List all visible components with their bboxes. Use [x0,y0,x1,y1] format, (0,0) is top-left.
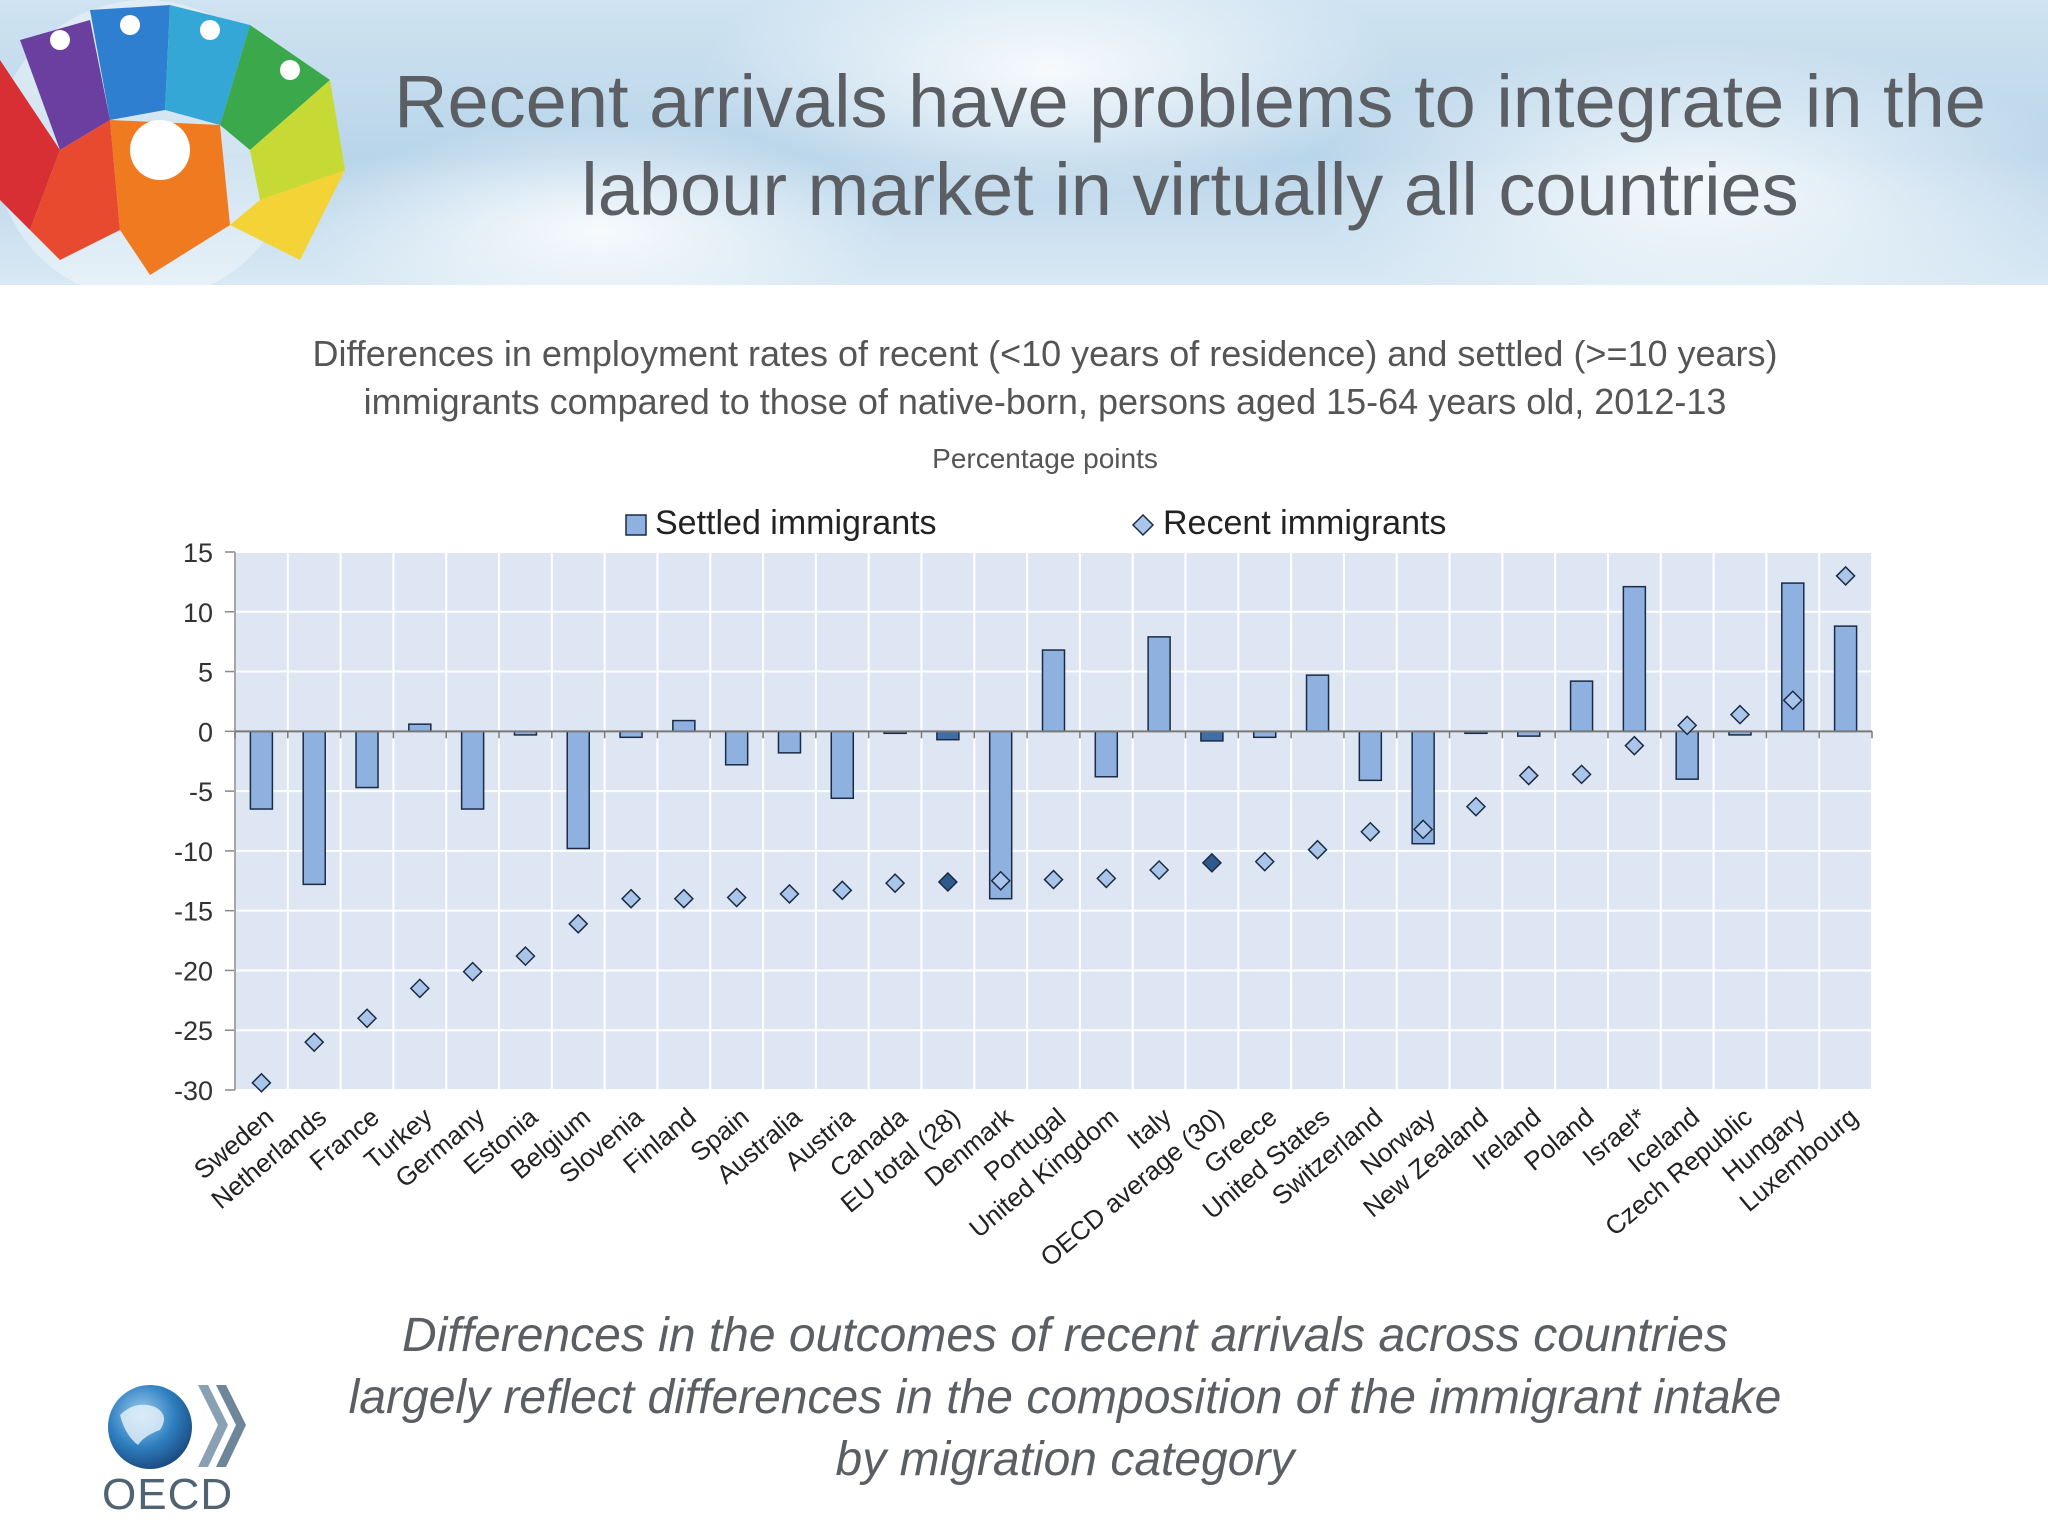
point-recent [1254,851,1275,872]
bar-settled [302,730,326,886]
bar-settled [1147,636,1171,733]
plot-area [235,552,1872,1090]
banner-cloud [300,120,900,285]
y-tick-label: -20 [174,956,213,986]
point-recent [462,961,483,982]
point-recent [1782,690,1803,711]
point-recent [356,1008,378,1029]
bar-settled [830,730,855,800]
banner-cloud [1300,40,2048,285]
point-recent [937,871,958,893]
point-recent [885,873,906,894]
bar-settled [936,730,960,741]
bar-settled [1675,730,1699,780]
bar-settled [566,730,590,850]
point-recent [568,913,589,934]
point-recent [304,1032,325,1053]
y-tick-label: -25 [174,1016,213,1046]
y-tick-label: -10 [174,837,213,867]
point-recent [1043,869,1064,890]
y-tick-label: -30 [174,1076,213,1106]
point-recent [726,887,747,908]
point-recent [251,1072,272,1093]
point-recent [1096,868,1117,889]
bar-settled [1833,625,1858,733]
point-recent [1465,796,1487,817]
point-recent [1201,852,1222,873]
legend-settled-swatch [625,514,647,536]
puzzle-people-logo-icon [0,0,345,285]
point-recent [409,978,430,999]
bar-settled [672,719,696,733]
bar-settled [355,730,379,789]
point-recent [1571,764,1592,785]
point-recent [1149,859,1170,881]
point-recent [1835,565,1856,586]
point-recent [1360,821,1381,842]
slide-title-line: labour market in virtually all countries [581,148,1799,231]
point-recent [1518,765,1539,786]
point-recent [990,870,1011,891]
bar-settled [777,730,802,754]
chart-subtitle-line: immigrants compared to those of native-b… [363,381,1727,422]
point-recent [515,946,536,967]
y-tick-label: -15 [174,897,213,927]
slide-title-line: Recent arrivals have problems to integra… [394,60,1986,143]
point-recent [1624,735,1645,756]
chart-subtitle-line: Differences in employment rates of recen… [312,333,1778,374]
header-banner: Recent arrivals have problems to integra… [0,0,2048,285]
bar-settled [460,730,485,810]
point-recent [673,888,694,909]
chart-subtitle: Differences in employment rates of recen… [160,330,1930,426]
y-tick-label: -5 [189,777,213,807]
oecd-globe-logo-icon [108,1385,246,1469]
slide-conclusion-line: largely reflect differences in the compo… [348,1371,1782,1424]
y-tick-label: 0 [198,717,213,747]
bar-settled [1569,680,1594,733]
slide-conclusion-line: Differences in the outcomes of recent ar… [402,1309,1728,1362]
chart-unit-label: Percentage points [932,443,1158,474]
bar-settled [408,723,432,733]
legend-settled-label: Settled immigrants [655,504,937,542]
bar-settled [1358,730,1383,782]
y-tick-label: 5 [198,658,213,688]
point-recent [1729,704,1751,725]
bar-settled [1041,649,1066,733]
point-recent [779,883,800,904]
slide-conclusion: Differences in the outcomes of recent ar… [260,1305,1870,1491]
point-recent [1307,839,1328,860]
employment-difference-chart: 151050-5-10-15-20-25-30SwedenNetherlands… [174,504,1873,1272]
legend-recent-swatch [1131,513,1155,537]
y-tick-label: 15 [183,538,213,568]
oecd-logo-text: OECD [102,1470,234,1519]
legend-recent-label: Recent immigrants [1163,504,1446,542]
point-recent [1413,819,1434,840]
bar-settled [1200,730,1224,742]
point-recent [1677,715,1698,736]
slide-title: Recent arrivals have problems to integra… [380,58,2000,234]
bar-settled [1622,585,1647,733]
point-recent [832,880,853,901]
y-tick-label: 10 [183,598,213,628]
point-recent [620,888,642,909]
bar-settled [724,730,749,766]
bar-settled [249,730,274,810]
bar-settled [1094,730,1119,778]
bar-settled [1305,674,1330,733]
slide-conclusion-line: by migration category [835,1433,1295,1486]
